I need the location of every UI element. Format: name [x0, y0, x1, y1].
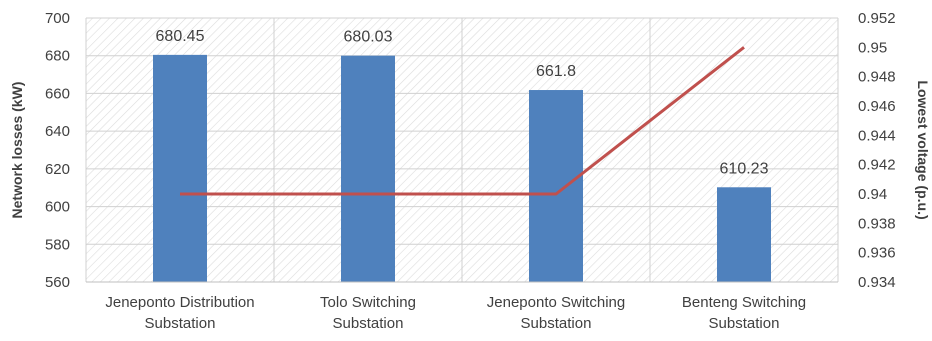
y-axis-right: 0.934 0.936 0.938 0.94 0.942 0.944 0.946 0.948 0… [858, 10, 896, 291]
data-label: 661.8 [536, 63, 576, 80]
y2-tick-label: 0.952 [858, 10, 896, 27]
y2-tick-label: 0.944 [858, 127, 896, 144]
y-axis-left: 560 580 600 620 640 660 680 700 [45, 10, 70, 291]
y-tick-label: 680 [45, 48, 70, 65]
data-labels: 680.45 680.03 661.8 610.23 [156, 28, 769, 177]
y-tick-label: 600 [45, 199, 70, 216]
data-label: 610.23 [720, 160, 769, 177]
line-series [180, 46, 745, 196]
x-tick-label-line: Substation [521, 315, 592, 332]
x-tick-label-line: Jeneponto Distribution [105, 294, 254, 311]
y2-tick-label: 0.936 [858, 245, 896, 262]
x-tick-label-line: Substation [145, 315, 216, 332]
y-tick-label: 620 [45, 161, 70, 178]
y2-tick-label: 0.938 [858, 215, 896, 232]
bar [529, 90, 583, 282]
y2-tick-label: 0.942 [858, 157, 896, 174]
bar [153, 54, 207, 282]
x-tick-label-line: Substation [333, 315, 404, 332]
y-tick-label: 700 [45, 10, 70, 27]
x-tick-label-line: Jeneponto Switching [487, 294, 625, 311]
voltage-line [180, 46, 745, 196]
x-tick-label: Jeneponto Switching Substation [487, 294, 625, 332]
x-tick-label: Jeneponto Distribution Substation [105, 294, 254, 332]
data-label: 680.03 [344, 29, 393, 46]
y-tick-label: 640 [45, 123, 70, 140]
x-tick-label: Tolo Switching Substation [320, 294, 416, 332]
bar [341, 55, 395, 282]
y-tick-label: 560 [45, 274, 70, 291]
x-tick-label: Benteng Switching Substation [682, 294, 806, 332]
y2-tick-label: 0.934 [858, 274, 896, 291]
y-tick-label: 660 [45, 85, 70, 102]
gridlines [85, 17, 839, 283]
y2-tick-label: 0.94 [858, 186, 887, 203]
bar [717, 187, 771, 282]
y-axis-title: Network losses (kW) [9, 82, 25, 219]
x-tick-label-line: Substation [709, 315, 780, 332]
x-tick-label-line: Benteng Switching [682, 294, 806, 311]
data-label: 680.45 [156, 28, 205, 45]
y2-axis-title: Lowest voltage (p.u.) [915, 80, 931, 219]
y2-tick-label: 0.95 [858, 39, 887, 56]
x-tick-label-line: Tolo Switching [320, 294, 416, 311]
bar-series [153, 54, 771, 282]
y2-tick-label: 0.946 [858, 98, 896, 115]
y2-tick-label: 0.948 [858, 69, 896, 86]
y-tick-label: 580 [45, 236, 70, 253]
